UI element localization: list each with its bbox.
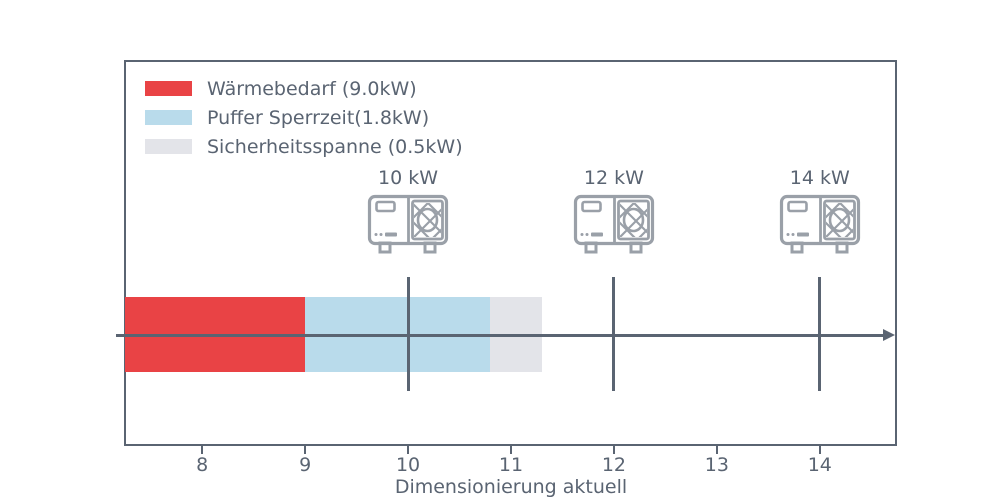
marker-line-14kw <box>818 277 822 391</box>
marker-label-14kw: 14 kW <box>789 167 850 189</box>
plot-frame <box>124 60 897 446</box>
marker-label-12kw: 12 kW <box>583 167 644 189</box>
legend-label-sicherheitsspanne: Sicherheitsspanne (0.5kW) <box>207 135 463 158</box>
x-tick-label-14: 14 <box>807 454 832 476</box>
marker-line-12kw <box>612 277 616 391</box>
bar-axis-arrow-head <box>883 329 895 341</box>
x-tick-12 <box>612 446 615 454</box>
legend-item-waermebedarf: Wärmebedarf (9.0kW) <box>145 74 463 103</box>
x-tick-label-11: 11 <box>498 454 524 476</box>
legend: Wärmebedarf (9.0kW) Puffer Sperrzeit(1.8k… <box>145 74 463 161</box>
marker-label-10kw: 10 kW <box>378 167 439 189</box>
legend-swatch-waermebedarf <box>145 81 192 96</box>
x-tick-label-9: 9 <box>299 454 312 476</box>
heat-pump-icon <box>572 193 656 255</box>
y-axis-tick <box>116 334 125 337</box>
x-tick-8 <box>201 446 204 454</box>
legend-label-waermebedarf: Wärmebedarf (9.0kW) <box>207 77 417 100</box>
x-tick-13 <box>715 446 718 454</box>
x-axis-label: Dimensionierung aktuell <box>394 476 628 498</box>
marker-line-10kw <box>406 277 410 391</box>
bar-axis-arrow-line <box>125 334 883 337</box>
x-tick-label-10: 10 <box>395 454 421 476</box>
heat-pump-icon <box>366 193 450 255</box>
legend-item-sicherheitsspanne: Sicherheitsspanne (0.5kW) <box>145 132 463 161</box>
x-tick-9 <box>304 446 307 454</box>
legend-swatch-sicherheitsspanne <box>145 139 192 154</box>
x-tick-label-12: 12 <box>601 454 627 476</box>
x-tick-11 <box>510 446 512 454</box>
x-tick-14 <box>818 446 821 454</box>
x-tick-label-8: 8 <box>196 454 209 476</box>
x-tick-label-13: 13 <box>704 454 729 476</box>
legend-swatch-puffer-sperrzeit <box>145 110 192 125</box>
legend-label-puffer-sperrzeit: Puffer Sperrzeit(1.8kW) <box>207 106 430 129</box>
legend-item-puffer-sperrzeit: Puffer Sperrzeit(1.8kW) <box>145 103 463 132</box>
heat-pump-icon <box>778 193 862 255</box>
x-tick-10 <box>407 446 410 454</box>
